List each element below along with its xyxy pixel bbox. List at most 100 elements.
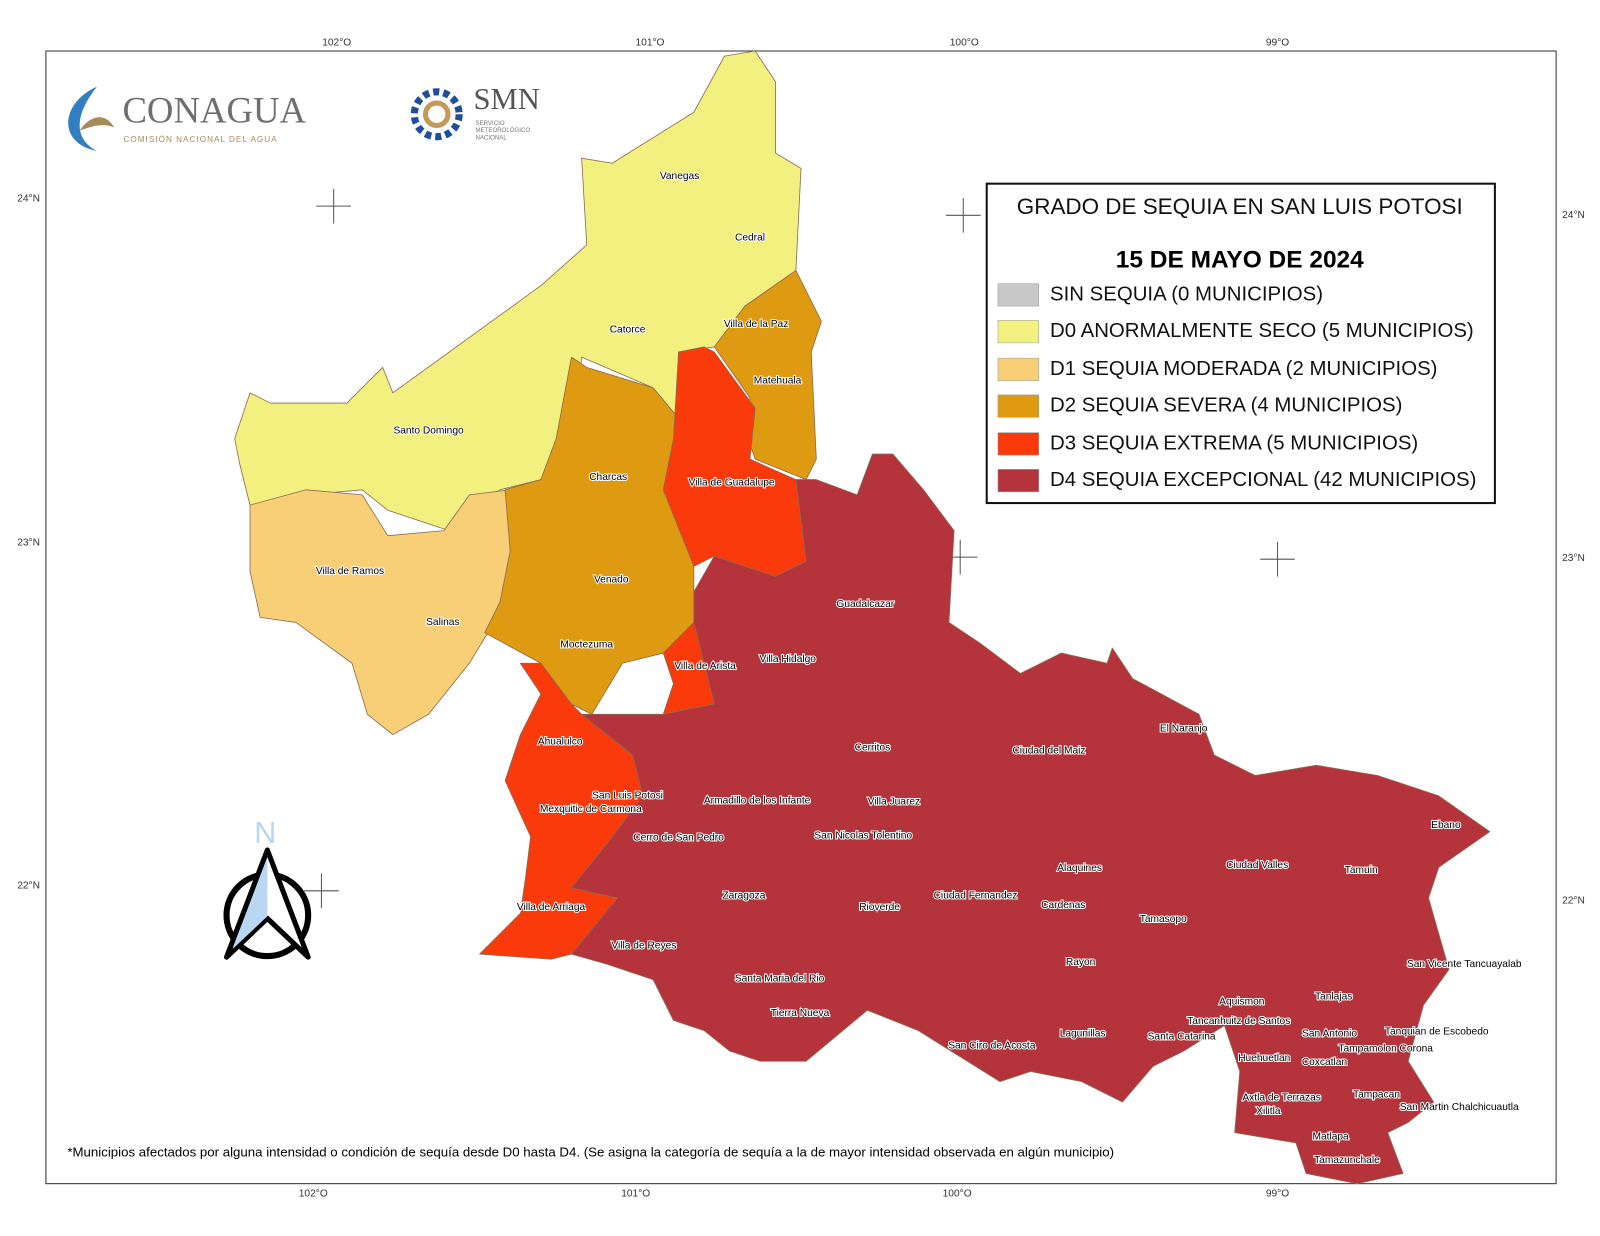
- latitude-label: 22°N: [1562, 896, 1585, 907]
- municipality-label: Armadillo de los Infante: [704, 796, 811, 807]
- municipality-label: Villa Juarez: [868, 797, 920, 808]
- region-d1: [249, 489, 526, 736]
- municipality-label: Villa Hidalgo: [760, 654, 817, 665]
- municipality-label: Catorce: [610, 324, 646, 335]
- smn-subtitle: METEOROLÓGICO: [476, 127, 531, 134]
- smn-logo: SMN SERVICIO METEOROLÓGICO NACIONAL: [410, 82, 540, 141]
- longitude-label: 101°O: [635, 38, 664, 49]
- municipality-label: Axtla de Terrazas: [1242, 1093, 1321, 1104]
- municipality-label: Tanlajas: [1315, 992, 1352, 1003]
- conagua-logo: CONAGUA COMISIÓN NACIONAL DEL AGUA: [68, 86, 307, 152]
- municipality-label: Xilitla: [1256, 1106, 1281, 1117]
- legend-box: [985, 182, 1496, 505]
- legend-label: D1 SEQUIA MODERADA (2 MUNICIPIOS): [1050, 358, 1438, 380]
- municipality-label: Villa de Reyes: [611, 941, 676, 952]
- municipality-label: Rioverde: [859, 902, 900, 913]
- latitude-label: 23°N: [1562, 553, 1585, 564]
- map-content: CONAGUA COMISIÓN NACIONAL DEL AGUA SMN S…: [17, 38, 1585, 1200]
- smn-subtitle: NACIONAL: [476, 134, 508, 141]
- municipality-label: San Vicente Tancuayalab: [1407, 959, 1522, 970]
- smn-subtitle: SERVICIO: [476, 120, 505, 127]
- legend-items: SIN SEQUIA (0 MUNICIPIOS) D0 ANORMALMENTE…: [997, 283, 1476, 493]
- municipality-label: San Antonio: [1302, 1028, 1357, 1039]
- municipality-label: Santa Maria del Rio: [735, 973, 825, 984]
- smn-icon: [422, 100, 451, 129]
- municipality-label: Santo Domingo: [393, 425, 464, 436]
- legend-swatch: [997, 320, 1040, 344]
- municipality-label: Cerritos: [855, 743, 891, 754]
- municipality-label: Ebano: [1431, 820, 1461, 831]
- longitude-label: 100°O: [943, 1189, 972, 1200]
- municipality-label: Tancanhuitz de Santos: [1187, 1016, 1290, 1027]
- longitude-label: 99°O: [1266, 1189, 1289, 1200]
- drought-regions: [234, 50, 1491, 1185]
- legend-swatch: [997, 469, 1040, 493]
- north-arrow: N: [223, 816, 312, 960]
- longitude-label: 101°O: [621, 1189, 650, 1200]
- municipality-label: Cerro de San Pedro: [633, 832, 724, 843]
- latitude-label: 22°N: [17, 880, 40, 891]
- municipality-label: Venado: [594, 574, 629, 585]
- longitude-label: 99°O: [1266, 38, 1289, 49]
- longitude-label: 100°O: [950, 38, 979, 49]
- legend-swatch: [997, 394, 1040, 418]
- municipality-label: Vanegas: [660, 171, 699, 182]
- conagua-subtitle: COMISIÓN NACIONAL DEL AGUA: [123, 134, 277, 144]
- municipality-label: Aquismon: [1219, 997, 1264, 1008]
- smn-icon: [410, 88, 463, 141]
- municipality-label: Ciudad del Maiz: [1012, 746, 1085, 757]
- legend-swatch: [997, 432, 1040, 456]
- legend-swatch: [997, 283, 1040, 307]
- north-label: N: [254, 816, 276, 850]
- municipality-label: Matehuala: [754, 375, 802, 386]
- latitude-label: 23°N: [17, 538, 40, 549]
- municipality-label: Ciudad Fernandez: [934, 891, 1018, 902]
- legend-label: D3 SEQUIA EXTREMA (5 MUNICIPIOS): [1050, 432, 1418, 454]
- municipality-label: Alaquines: [1057, 863, 1102, 874]
- municipality-label: Tamuin: [1345, 865, 1378, 876]
- legend-swatch: [997, 357, 1040, 381]
- legend: GRADO DE SEQUIA EN SAN LUIS POTOSI 15 DE…: [985, 182, 1496, 505]
- frame: [45, 50, 1557, 1185]
- longitude-label: 102°O: [299, 1189, 328, 1200]
- municipality-label: San Martin Chalchicuautla: [1400, 1102, 1519, 1113]
- municipality-label: Tampamolon Corona: [1338, 1044, 1433, 1055]
- conagua-icon: [79, 117, 115, 131]
- municipality-label: Zaragoza: [722, 891, 765, 902]
- municipality-label: Lagunillas: [1060, 1028, 1106, 1039]
- conagua-icon: [68, 86, 97, 152]
- municipality-label: Santa Catarina: [1148, 1031, 1216, 1042]
- legend-label: D2 SEQUIA SEVERA (4 MUNICIPIOS): [1050, 395, 1402, 417]
- municipality-label: Tamazunchale: [1314, 1155, 1380, 1166]
- municipality-label: Tamasopo: [1140, 914, 1187, 925]
- municipality-label: Villa de Arriaga: [517, 902, 586, 913]
- smn-name: SMN: [473, 82, 539, 116]
- latitude-label: 24°N: [17, 194, 40, 205]
- municipality-label: San Luis Potosi: [592, 791, 663, 802]
- municipality-label: San Nicolas Tolentino: [814, 830, 912, 841]
- municipality-label: Cedral: [735, 232, 765, 243]
- municipality-label: Villa de la Paz: [724, 319, 788, 330]
- longitude-label: 102°O: [322, 38, 351, 49]
- municipality-label: Matlapa: [1312, 1131, 1349, 1142]
- municipality-label: Mexquitic de Carmona: [540, 804, 642, 815]
- legend-label: SIN SEQUIA (0 MUNICIPIOS): [1050, 283, 1323, 305]
- municipality-label: Villa de Arista: [674, 661, 736, 672]
- municipality-label: Villa de Guadalupe: [689, 477, 775, 488]
- municipality-label: Ahualulco: [538, 737, 583, 748]
- footnote: *Municipios afectados por alguna intensi…: [67, 1145, 1114, 1160]
- municipality-label: Tanquian de Escobedo: [1385, 1026, 1489, 1037]
- latitude-label: 24°N: [1562, 210, 1585, 221]
- municipality-label: Rayon: [1066, 957, 1095, 968]
- municipality-label: Salinas: [426, 617, 459, 628]
- conagua-name: CONAGUA: [122, 90, 306, 131]
- region-d4: [571, 453, 1491, 1185]
- municipality-labels: Vanegas Cedral Catorce Villa de la Paz Mateh…: [315, 170, 1523, 1167]
- municipality-label: Ciudad Valles: [1226, 860, 1288, 871]
- legend-label: D0 ANORMALMENTE SECO (5 MUNICIPIOS): [1050, 320, 1474, 342]
- municipality-label: Guadalcazar: [836, 599, 894, 610]
- coordinate-labels: 102°O 102°O 101°O 101°O 100°O 100°O 99°O 99°O 24…: [17, 38, 1585, 1200]
- legend-date: 15 DE MAYO DE 2024: [1116, 247, 1364, 274]
- municipality-label: Coxcatlan: [1302, 1057, 1347, 1068]
